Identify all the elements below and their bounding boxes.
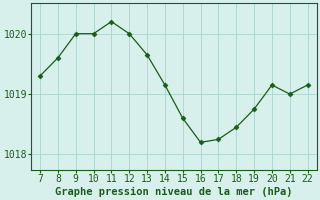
X-axis label: Graphe pression niveau de la mer (hPa): Graphe pression niveau de la mer (hPa) bbox=[55, 186, 292, 197]
